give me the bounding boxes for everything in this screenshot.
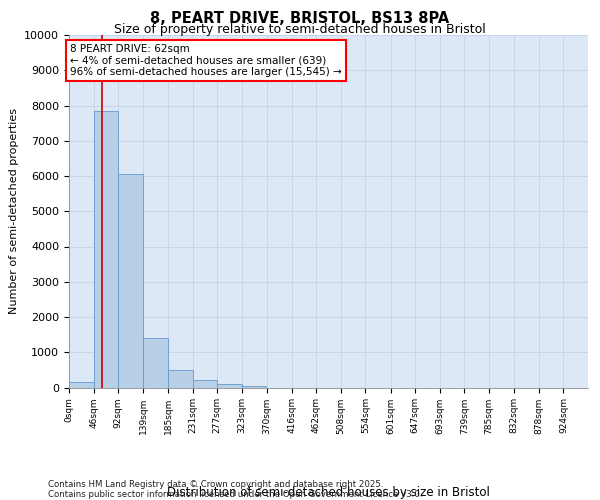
Bar (168, 370, 193, 388)
Bar (242, 386, 266, 388)
Bar (193, 380, 217, 388)
Bar (69, 382, 94, 388)
Text: Contains HM Land Registry data © Crown copyright and database right 2025.
Contai: Contains HM Land Registry data © Crown c… (48, 480, 422, 499)
Y-axis label: Number of semi-detached properties: Number of semi-detached properties (9, 108, 19, 314)
Bar (217, 384, 242, 388)
Text: Size of property relative to semi-detached houses in Bristol: Size of property relative to semi-detach… (114, 22, 486, 36)
Text: 8 PEART DRIVE: 62sqm
← 4% of semi-detached houses are smaller (639)
96% of semi-: 8 PEART DRIVE: 62sqm ← 4% of semi-detach… (70, 44, 342, 77)
Bar (143, 338, 168, 388)
Text: 8, PEART DRIVE, BRISTOL, BS13 8PA: 8, PEART DRIVE, BRISTOL, BS13 8PA (151, 11, 449, 26)
Bar (94, 111, 118, 388)
X-axis label: Distribution of semi-detached houses by size in Bristol: Distribution of semi-detached houses by … (167, 486, 490, 500)
Bar (118, 174, 143, 388)
